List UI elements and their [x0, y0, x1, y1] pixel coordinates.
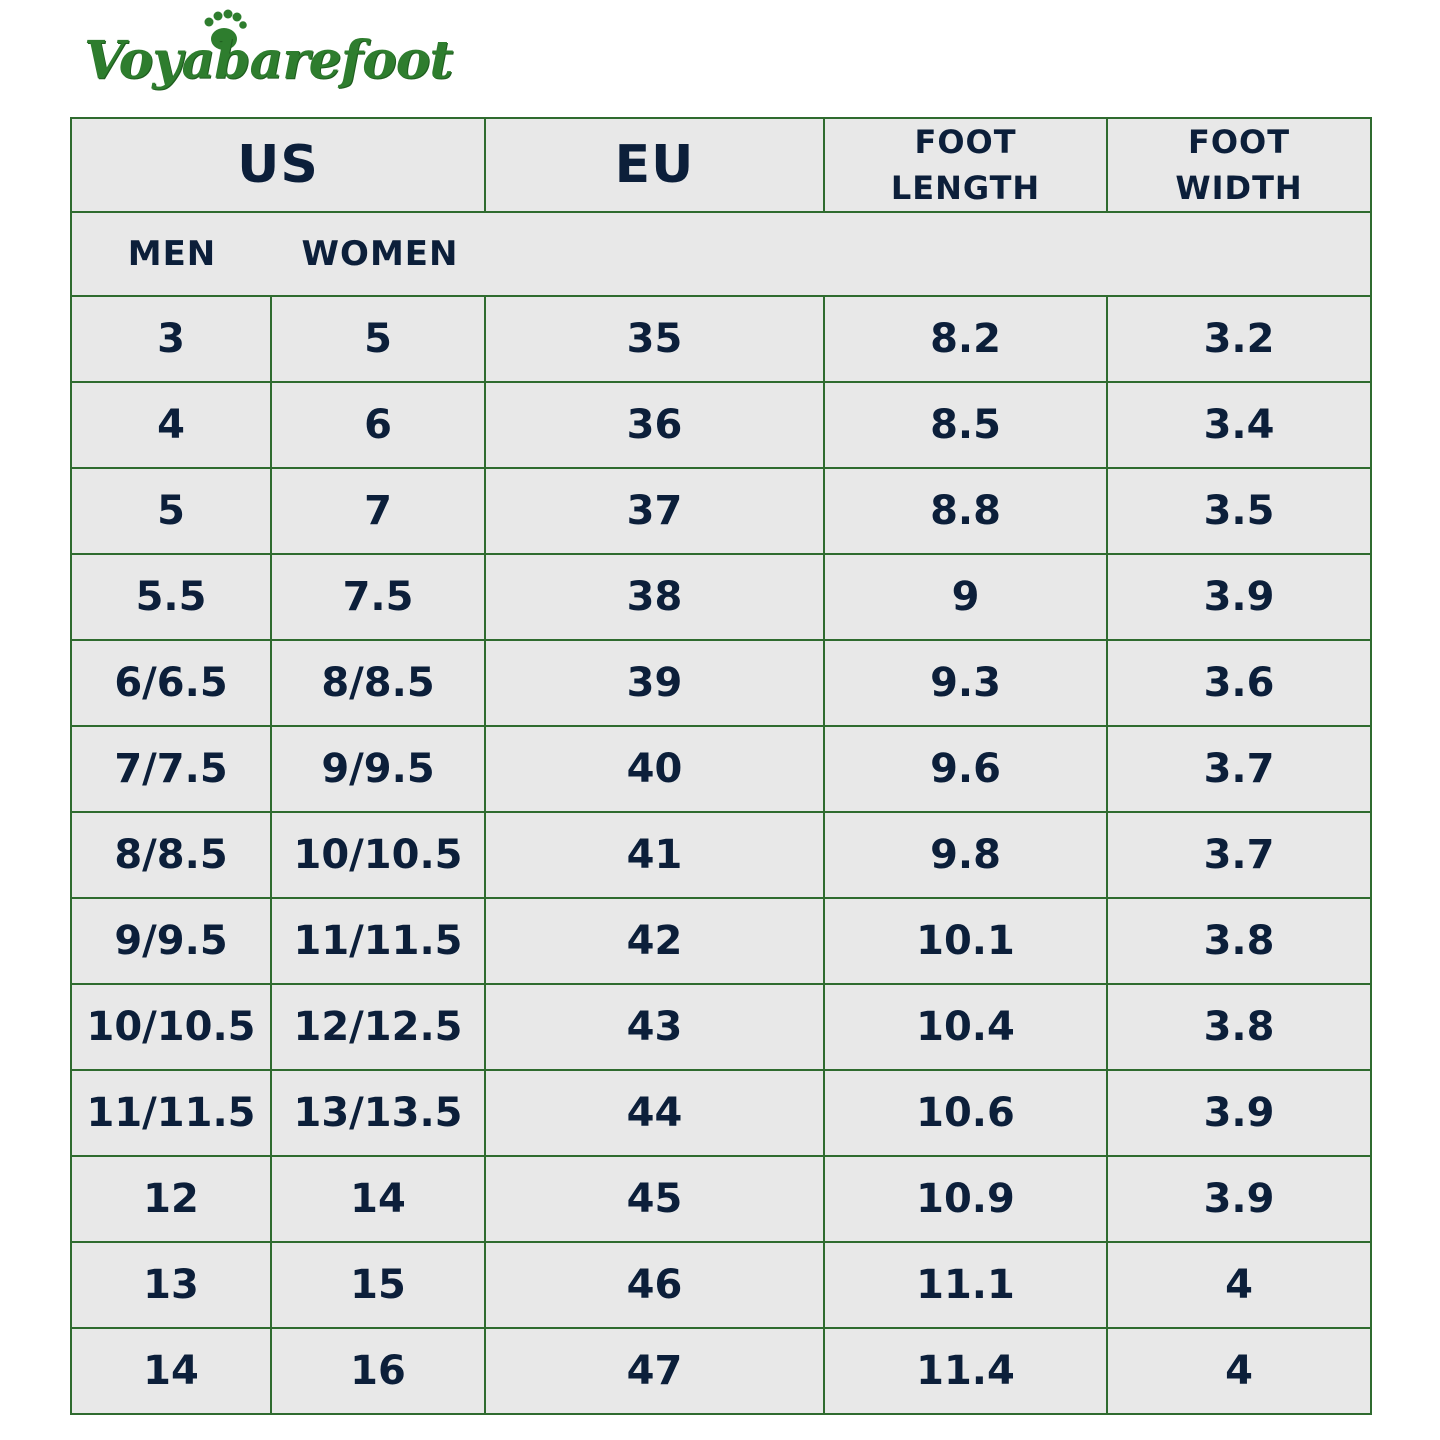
cell-eu: 42 — [484, 897, 825, 985]
header-foot-length: FOOT LENGTH — [823, 117, 1108, 213]
cell-us-women: 10/10.5 — [270, 811, 486, 899]
table-row: 12 14 45 10.9 3.9 — [70, 1155, 1372, 1243]
cell-foot-width: 3.8 — [1106, 983, 1372, 1071]
cell-us-women: 8/8.5 — [270, 639, 486, 727]
cell-eu: 38 — [484, 553, 825, 641]
table-row: 10/10.5 12/12.5 43 10.4 3.8 — [70, 983, 1372, 1071]
table-row: 4 6 36 8.5 3.4 — [70, 381, 1372, 469]
cell-us-men: 9/9.5 — [70, 897, 272, 985]
table-row: 5 7 37 8.8 3.5 — [70, 467, 1372, 555]
cell-us-men: 14 — [70, 1327, 272, 1415]
size-rows: 3 5 35 8.2 3.2 4 6 36 8.5 3.4 5 7 37 8.8 3.5 5.5 7.5 38 9 3… — [70, 295, 1372, 1415]
cell-us-women: 13/13.5 — [270, 1069, 486, 1157]
cell-foot-width: 3.2 — [1106, 295, 1372, 383]
cell-us-men: 5.5 — [70, 553, 272, 641]
header-eu: EU — [484, 117, 825, 213]
cell-foot-length: 11.1 — [823, 1241, 1108, 1329]
header-us: US — [70, 117, 486, 213]
cell-foot-length: 9 — [823, 553, 1108, 641]
footprint-icon — [204, 9, 247, 50]
cell-foot-width: 3.9 — [1106, 1155, 1372, 1243]
cell-foot-width: 4 — [1106, 1327, 1372, 1415]
cell-foot-length: 9.3 — [823, 639, 1108, 727]
cell-us-women: 6 — [270, 381, 486, 469]
cell-us-men: 12 — [70, 1155, 272, 1243]
table-row: 13 15 46 11.1 4 — [70, 1241, 1372, 1329]
cell-eu: 47 — [484, 1327, 825, 1415]
header-foot-width: FOOT WIDTH — [1106, 117, 1372, 213]
cell-us-men: 10/10.5 — [70, 983, 272, 1071]
cell-foot-length: 8.2 — [823, 295, 1108, 383]
cell-us-women: 7 — [270, 467, 486, 555]
cell-foot-length: 10.1 — [823, 897, 1108, 985]
cell-us-women: 14 — [270, 1155, 486, 1243]
header-row: US EU FOOT LENGTH FOOT WIDTH — [70, 117, 1372, 213]
cell-us-men: 5 — [70, 467, 272, 555]
cell-foot-length: 9.6 — [823, 725, 1108, 813]
cell-us-men: 7/7.5 — [70, 725, 272, 813]
cell-foot-length: 10.9 — [823, 1155, 1108, 1243]
cell-foot-width: 4 — [1106, 1241, 1372, 1329]
cell-foot-length: 8.5 — [823, 381, 1108, 469]
cell-foot-width: 3.7 — [1106, 725, 1372, 813]
table-row: 11/11.5 13/13.5 44 10.6 3.9 — [70, 1069, 1372, 1157]
table-row: 9/9.5 11/11.5 42 10.1 3.8 — [70, 897, 1372, 985]
cell-eu: 39 — [484, 639, 825, 727]
cell-eu: 35 — [484, 295, 825, 383]
cell-us-women: 5 — [270, 295, 486, 383]
brand-logo: Voyabarefoot — [84, 6, 453, 112]
cell-us-women: 7.5 — [270, 553, 486, 641]
cell-us-women: 16 — [270, 1327, 486, 1415]
table-row: 6/6.5 8/8.5 39 9.3 3.6 — [70, 639, 1372, 727]
size-chart-table: US EU FOOT LENGTH FOOT WIDTH MEN WOMEN 3… — [70, 117, 1372, 1415]
cell-eu: 43 — [484, 983, 825, 1071]
cell-us-men: 8/8.5 — [70, 811, 272, 899]
cell-us-men: 11/11.5 — [70, 1069, 272, 1157]
cell-eu: 46 — [484, 1241, 825, 1329]
subheader-row: MEN WOMEN — [70, 211, 1372, 297]
cell-eu: 44 — [484, 1069, 825, 1157]
cell-us-women: 9/9.5 — [270, 725, 486, 813]
cell-us-women: 12/12.5 — [270, 983, 486, 1071]
table-row: 8/8.5 10/10.5 41 9.8 3.7 — [70, 811, 1372, 899]
cell-us-men: 3 — [70, 295, 272, 383]
cell-eu: 40 — [484, 725, 825, 813]
cell-eu: 41 — [484, 811, 825, 899]
cell-us-women: 15 — [270, 1241, 486, 1329]
cell-us-men: 6/6.5 — [70, 639, 272, 727]
cell-us-men: 13 — [70, 1241, 272, 1329]
cell-foot-width: 3.5 — [1106, 467, 1372, 555]
table-row: 5.5 7.5 38 9 3.9 — [70, 553, 1372, 641]
subheader-cell: MEN WOMEN — [70, 211, 1372, 297]
cell-foot-length: 8.8 — [823, 467, 1108, 555]
cell-foot-width: 3.7 — [1106, 811, 1372, 899]
table-row: 3 5 35 8.2 3.2 — [70, 295, 1372, 383]
cell-foot-width: 3.9 — [1106, 1069, 1372, 1157]
cell-us-men: 4 — [70, 381, 272, 469]
cell-foot-length: 9.8 — [823, 811, 1108, 899]
cell-eu: 45 — [484, 1155, 825, 1243]
brand-name: Voyabarefoot — [84, 30, 453, 91]
table-row: 7/7.5 9/9.5 40 9.6 3.7 — [70, 725, 1372, 813]
cell-foot-width: 3.9 — [1106, 553, 1372, 641]
cell-foot-width: 3.8 — [1106, 897, 1372, 985]
cell-foot-length: 11.4 — [823, 1327, 1108, 1415]
cell-foot-width: 3.4 — [1106, 381, 1372, 469]
cell-foot-length: 10.4 — [823, 983, 1108, 1071]
cell-foot-width: 3.6 — [1106, 639, 1372, 727]
cell-eu: 36 — [484, 381, 825, 469]
cell-us-women: 11/11.5 — [270, 897, 486, 985]
subheader-women: WOMEN — [301, 234, 459, 274]
subheader-men: MEN — [127, 234, 217, 274]
cell-eu: 37 — [484, 467, 825, 555]
cell-foot-length: 10.6 — [823, 1069, 1108, 1157]
table-row: 14 16 47 11.4 4 — [70, 1327, 1372, 1415]
